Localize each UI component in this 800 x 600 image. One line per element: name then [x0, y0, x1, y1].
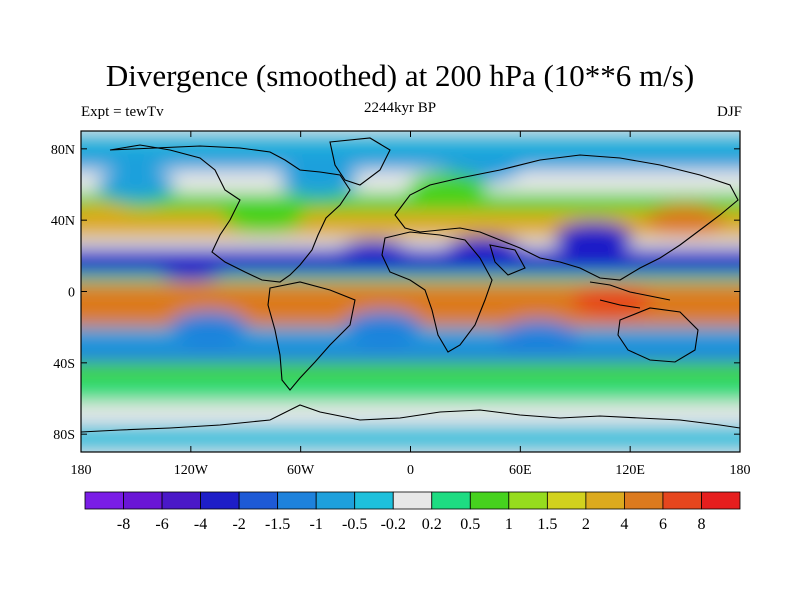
coast-greenland — [329, 137, 391, 186]
colorbar-label: -8 — [117, 516, 130, 533]
field-anomaly — [343, 311, 423, 344]
field-anomaly — [407, 172, 487, 205]
colorbar-swatch — [277, 491, 317, 510]
field-band — [81, 362, 740, 381]
colorbar-label: 1 — [505, 516, 513, 533]
y-tick-label: 80S — [53, 428, 75, 443]
colorbar-swatch — [546, 491, 587, 510]
field-band — [81, 170, 740, 194]
y-tick-label: 80N — [51, 143, 75, 158]
field-anomaly — [96, 168, 176, 201]
field-anomaly — [279, 164, 359, 197]
colorbar-label: -0.2 — [381, 516, 406, 533]
field-band — [81, 345, 740, 363]
x-tick-label: 120W — [174, 463, 209, 478]
field-band — [81, 402, 740, 426]
colorbar-swatch — [624, 491, 664, 510]
colorbar-label: 2 — [582, 516, 590, 533]
field-band — [81, 273, 740, 283]
coast-australia — [617, 307, 699, 363]
coast-indonesia — [589, 281, 671, 309]
colorbar-label: 0.5 — [460, 516, 480, 533]
coastlines — [81, 137, 740, 433]
field-anomaly — [499, 320, 579, 353]
field-anomaly — [645, 204, 725, 237]
coast-south-america — [267, 281, 356, 391]
y-tick-label: 40N — [51, 214, 75, 229]
colorbar-swatch — [469, 491, 510, 510]
colorbar-swatch — [354, 491, 394, 510]
field-anomaly — [151, 248, 231, 281]
colorbar-swatch — [585, 491, 625, 510]
y-tick-label: 40S — [53, 357, 75, 372]
colorbar-swatch — [84, 491, 124, 510]
colorbar-label: 8 — [697, 516, 705, 533]
field-anomaly — [444, 236, 524, 269]
colorbar-label: 4 — [620, 516, 628, 533]
divergence-field — [81, 131, 740, 452]
x-tick-label: 60E — [509, 463, 532, 478]
colorbar-label: -6 — [155, 516, 168, 533]
colorbar-label: -4 — [194, 516, 207, 533]
x-tick-label: 180 — [71, 463, 92, 478]
colorbar-swatch — [238, 491, 279, 510]
colorbar-label: -0.5 — [342, 516, 367, 533]
colorbar-label: -2 — [232, 516, 245, 533]
map-title: Divergence (smoothed) at 200 hPa (10**6 … — [105, 58, 695, 93]
colorbar-swatch — [508, 491, 548, 510]
field-band — [81, 380, 740, 403]
colorbar-swatch — [392, 491, 433, 510]
field-anomaly — [261, 293, 341, 326]
colorbar-label: 1.5 — [537, 516, 557, 533]
field-band — [81, 238, 740, 249]
field-anomaly — [554, 221, 634, 255]
colorbar-label: 0.2 — [422, 516, 442, 533]
y-tick-label: 0 — [68, 286, 75, 301]
season-label: DJF — [716, 104, 742, 120]
time-label: 2244kyr BP — [363, 100, 437, 116]
x-tick-label: 60W — [287, 463, 315, 478]
colorbar-swatch — [315, 491, 356, 510]
field-anomaly — [169, 311, 249, 344]
coast-antarctica — [81, 404, 740, 433]
colorbar-swatch — [161, 491, 201, 510]
x-tick-label: 120E — [615, 463, 645, 478]
colorbar-label: -1 — [310, 516, 323, 533]
field-anomaly — [334, 239, 414, 272]
field-band — [81, 193, 740, 212]
coast-africa — [381, 231, 493, 353]
coast-eurasia — [394, 154, 739, 281]
field-band — [81, 145, 740, 171]
map-axis-ticks: 180 120W 60W 0 60E 120E 180 80N 40N 0 40S 80S — [51, 131, 751, 478]
x-tick-label: 180 — [730, 463, 751, 478]
field-band — [81, 131, 740, 146]
field-anomaly — [81, 204, 139, 237]
colorbar-swatch — [200, 491, 240, 510]
colorbar-swatch — [123, 491, 163, 510]
experiment-label: Expt = tewTv — [81, 104, 164, 120]
field-anomaly — [224, 200, 304, 233]
colorbar-label: -1.5 — [265, 516, 290, 533]
colorbar: -8 -6 -4 -2 -1.5 -1 -0.5 -0.2 0.2 0.5 1 1.5 2 4 6 8 — [84, 491, 741, 533]
field-anomaly — [407, 293, 487, 326]
x-tick-label: 0 — [407, 463, 414, 478]
colorbar-label: 6 — [659, 516, 667, 533]
coast-arabia — [489, 244, 526, 276]
field-anomaly — [81, 293, 139, 326]
colorbar-swatch — [662, 491, 702, 510]
coast-north-america — [109, 144, 351, 283]
colorbar-swatch — [701, 491, 741, 510]
colorbar-swatch — [431, 491, 471, 510]
